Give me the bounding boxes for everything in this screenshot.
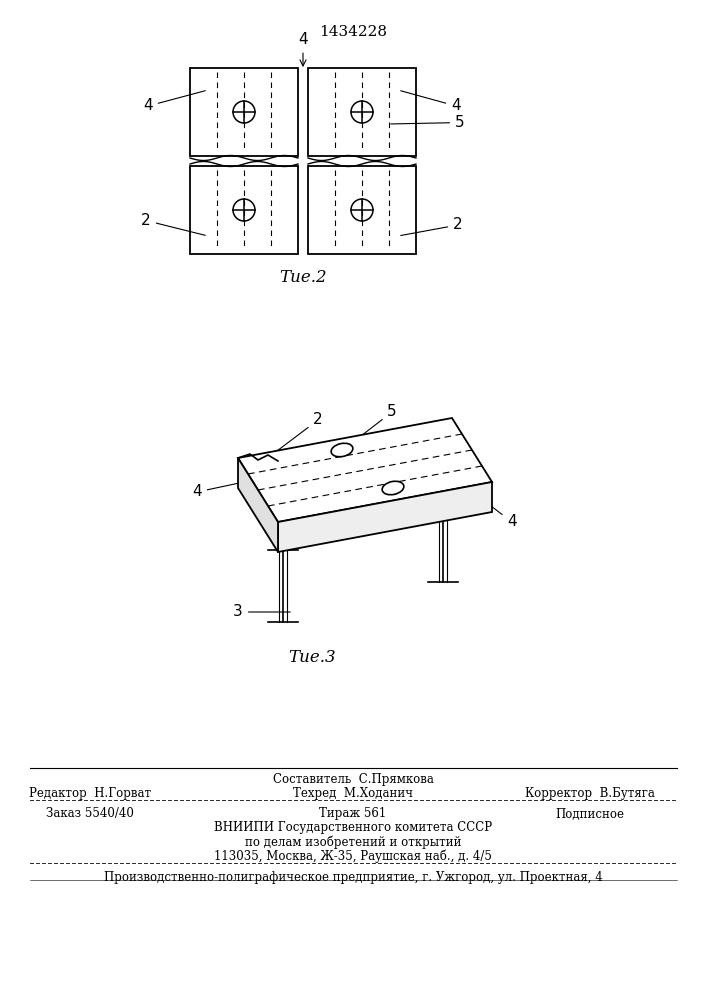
Text: Тираж 561: Тираж 561 — [320, 808, 387, 820]
Polygon shape — [278, 482, 492, 552]
Text: 2: 2 — [141, 213, 205, 235]
Text: Техред  М.Ходанич: Техред М.Ходанич — [293, 788, 413, 800]
Text: Составитель  С.Прямкова: Составитель С.Прямкова — [273, 774, 433, 786]
Text: 4: 4 — [192, 483, 241, 499]
Text: 5: 5 — [391, 115, 464, 130]
Polygon shape — [238, 418, 492, 522]
Bar — [190, 166, 298, 254]
Text: Τие.3: Τие.3 — [288, 650, 336, 666]
Text: 3: 3 — [233, 604, 290, 619]
Text: 113035, Москва, Ж-35, Раушская наб., д. 4/5: 113035, Москва, Ж-35, Раушская наб., д. … — [214, 849, 492, 863]
Text: Корректор  В.Бутяга: Корректор В.Бутяга — [525, 788, 655, 800]
Ellipse shape — [382, 481, 404, 495]
Text: Подписное: Подписное — [556, 808, 624, 820]
Text: 5: 5 — [350, 404, 397, 444]
Text: ВНИИПИ Государственного комитета СССР: ВНИИПИ Государственного комитета СССР — [214, 822, 492, 834]
Text: 4: 4 — [472, 492, 517, 530]
Polygon shape — [238, 458, 278, 552]
Text: 2: 2 — [401, 217, 463, 235]
Text: Τие.2: Τие.2 — [279, 269, 327, 286]
Bar — [190, 68, 298, 156]
Text: 1434228: 1434228 — [319, 25, 387, 39]
Ellipse shape — [331, 443, 353, 457]
Text: 2: 2 — [267, 412, 323, 458]
Text: Заказ 5540/40: Заказ 5540/40 — [46, 808, 134, 820]
Text: 4: 4 — [144, 91, 205, 113]
Text: 4: 4 — [401, 91, 461, 113]
Text: Редактор  Н.Горват: Редактор Н.Горват — [29, 788, 151, 800]
Text: Производственно-полиграфическое предприятие, г. Ужгород, ул. Проектная, 4: Производственно-полиграфическое предприя… — [104, 870, 602, 884]
Text: 4: 4 — [298, 32, 308, 66]
Bar — [308, 166, 416, 254]
Bar — [308, 68, 416, 156]
Text: по делам изобретений и открытий: по делам изобретений и открытий — [245, 835, 461, 849]
